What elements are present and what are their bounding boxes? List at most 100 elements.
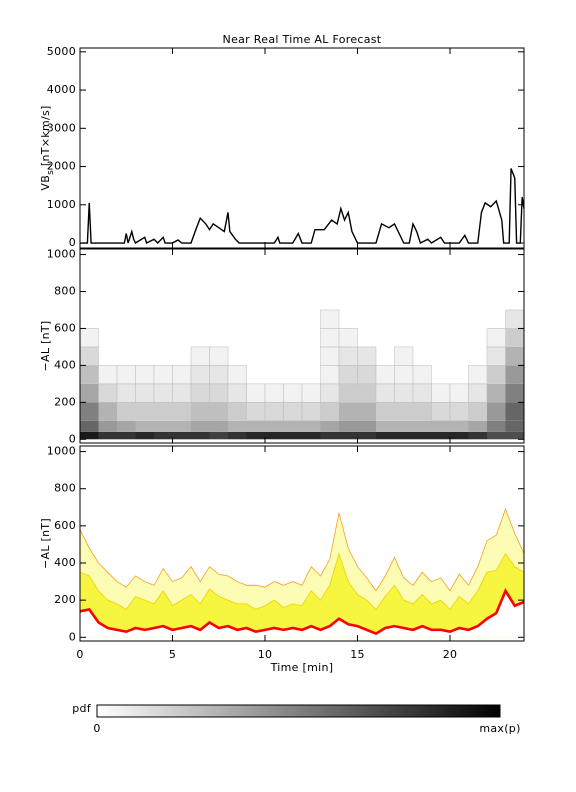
y-axis-label-suffix: [nT×km/s] [39, 105, 52, 170]
heat-cell [505, 420, 524, 432]
y-tick-label: 600 [54, 519, 76, 532]
heat-cell [79, 346, 99, 366]
plot-frame [79, 47, 525, 249]
x-tick-label: 15 [350, 648, 365, 661]
heat-cell [79, 328, 99, 348]
heat-cell [302, 431, 321, 440]
y-tick-label: 200 [54, 593, 76, 606]
heat-cell [320, 346, 340, 366]
heat-cell [228, 420, 247, 432]
y-tick-label: 5000 [47, 45, 76, 58]
heat-cell [246, 420, 265, 432]
heat-cell [468, 431, 487, 440]
y-tick-label: 1000 [47, 198, 76, 211]
heat-cell [98, 383, 118, 403]
heat-cell [209, 402, 228, 421]
heat-cell [117, 420, 136, 432]
heat-cell [394, 431, 413, 440]
heat-cell [98, 365, 118, 385]
heat-cell [80, 420, 99, 432]
y-tick-label: 0 [69, 236, 76, 249]
heat-cell [209, 365, 229, 385]
heat-cell [80, 431, 99, 440]
heat-cell [153, 383, 173, 403]
band-area [80, 553, 524, 638]
y-axis-label: −AL [nT] [39, 320, 52, 371]
data-line [80, 168, 525, 245]
heat-cell [283, 420, 302, 432]
heat-cell [154, 420, 173, 432]
heat-cell [135, 402, 154, 421]
heat-cell [505, 402, 524, 421]
heat-cell [486, 328, 506, 348]
heat-cell [338, 328, 358, 348]
heat-cell [357, 383, 376, 403]
y-tick-label: 400 [54, 556, 76, 569]
heat-cell [505, 383, 524, 403]
heat-cell [486, 346, 506, 366]
heat-cell [357, 402, 376, 421]
heat-cell [172, 383, 192, 403]
heat-cell [487, 402, 506, 421]
heat-cell [80, 402, 99, 421]
heat-cell [190, 365, 210, 385]
heat-cell [357, 365, 377, 385]
band-line [79, 588, 525, 636]
heat-cell [320, 365, 340, 385]
plot-frame [79, 248, 525, 444]
heat-cell [339, 420, 358, 432]
heat-cell [116, 383, 136, 403]
heat-cell [283, 431, 302, 440]
heat-cell [320, 383, 340, 403]
heat-cell [413, 431, 432, 440]
x-tick-label: 10 [258, 648, 273, 661]
x-tick-label: 20 [443, 648, 458, 661]
heat-cell [191, 431, 210, 440]
x-tick-label: 0 [76, 648, 83, 661]
heat-cell [301, 402, 321, 422]
y-tick-label: 1000 [47, 248, 76, 261]
colorbar-tick-label: 0 [93, 722, 100, 735]
chart-title: Near Real Time AL Forecast [223, 33, 382, 46]
heat-cell [228, 431, 247, 440]
heat-cell [320, 431, 339, 440]
heat-cell [227, 383, 247, 403]
heat-cell [320, 309, 340, 329]
heat-cell [468, 420, 487, 432]
heat-cell [320, 402, 339, 421]
heat-cell [264, 402, 284, 422]
colorbar [96, 704, 501, 718]
heat-cell [135, 431, 154, 440]
colorbar-tick-label: max(p) [479, 722, 520, 735]
y-axis-label-subscript: s [46, 170, 56, 175]
heat-cell [135, 420, 154, 432]
heat-cell [357, 431, 376, 440]
y-tick-label: 200 [54, 395, 76, 408]
heat-cell [154, 431, 173, 440]
heat-cell [431, 431, 450, 440]
heat-cell [172, 420, 191, 432]
heat-cell [265, 431, 284, 440]
heat-cell [209, 420, 228, 432]
heat-cell [98, 420, 117, 432]
heat-cell [375, 365, 395, 385]
heat-cell [209, 346, 229, 366]
heat-cell [468, 383, 488, 403]
heat-cell [468, 402, 487, 421]
heat-cell [98, 431, 117, 440]
heat-cell [413, 420, 432, 432]
heat-cell [190, 383, 210, 403]
y-tick-label: 600 [54, 321, 76, 334]
heat-cell [431, 402, 451, 422]
heat-cell [394, 402, 413, 421]
y-tick-label: 2000 [47, 160, 76, 173]
heat-cell [190, 346, 210, 366]
y-axis-label: VBs [nT×km/s] [39, 105, 56, 190]
heat-cell [413, 402, 432, 421]
colorbar-label: pdf [72, 702, 92, 715]
heat-cell [357, 346, 377, 366]
heat-cell [154, 402, 173, 421]
y-tick-label: 3000 [47, 121, 76, 134]
band-line [79, 507, 525, 592]
heat-cell [449, 402, 469, 422]
